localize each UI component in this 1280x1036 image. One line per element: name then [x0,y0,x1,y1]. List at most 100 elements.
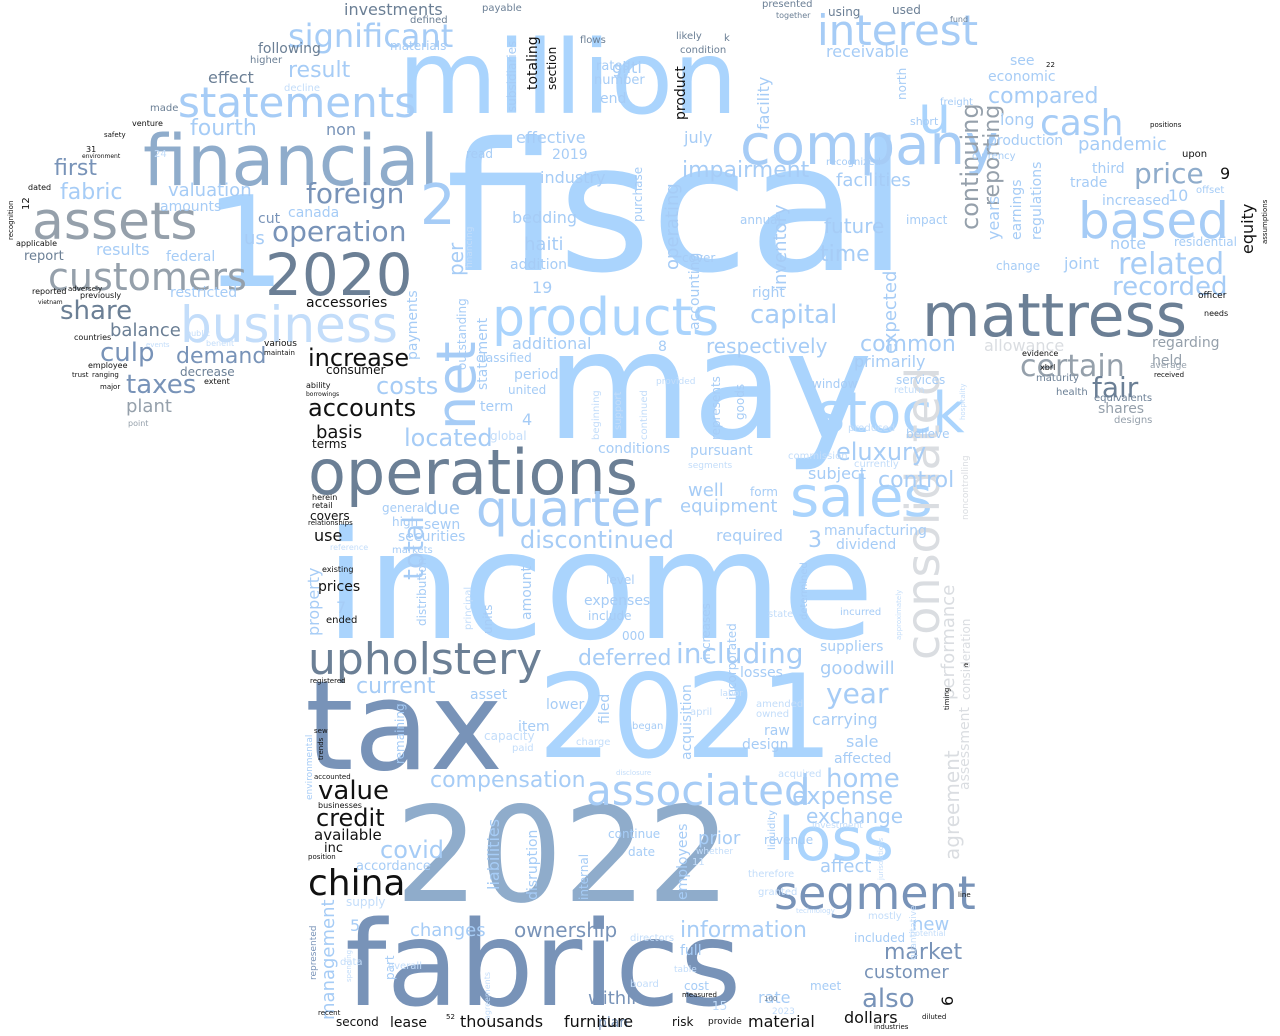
word: ability [306,381,331,390]
word: sewn [424,517,461,533]
word: operation [272,215,407,248]
word: commission [788,451,848,462]
word: granted [758,887,798,898]
word: loss [778,805,894,875]
word: relationships [308,519,353,527]
word: reported [32,287,67,296]
word: cost [684,979,709,993]
word: including [676,637,804,670]
word: certain [1020,349,1125,384]
word: assets [32,192,198,252]
word: time [820,242,870,267]
word: applicable [16,239,58,248]
word: securities [398,529,466,545]
word: recognized [826,157,881,168]
word: produced [848,423,896,434]
word: dated [28,183,52,192]
word: e [964,661,969,669]
word: registered [310,677,346,685]
word: significant [288,17,454,55]
word: payments [405,290,421,360]
word: discontinued [520,526,674,554]
word: see [1010,53,1035,69]
word: current [356,674,436,699]
word: suppliers [820,639,884,655]
word: operations [308,436,638,509]
word: rate [758,988,791,1007]
word: acquired [778,769,822,780]
word: compared [988,84,1099,109]
word: third [1092,161,1125,177]
word: supply [346,895,386,909]
word: expense [792,782,894,810]
word: report [24,249,64,264]
word: furniture [564,1012,634,1031]
word: principal [463,586,474,630]
word: sales [790,465,933,530]
word: 24 [154,149,167,160]
word: labor [720,689,743,699]
word: employees [675,823,691,900]
word: culp [100,338,155,368]
word: likely [676,31,702,42]
word: property [304,567,323,637]
word: evidence [1022,349,1059,358]
word: common [860,332,956,357]
word: tax [305,655,503,799]
word: products [492,288,720,348]
word: owned [756,709,790,720]
word: offset [1196,185,1225,196]
word: date [628,845,656,859]
word: affected [834,751,892,767]
word: continuing [956,103,984,230]
word: approximately [895,589,903,640]
word: section [545,46,559,90]
word: liquidity [767,810,778,850]
word: industry [540,168,606,187]
word: consideration [959,618,973,700]
word: continue [608,827,661,841]
word: plant [126,396,172,417]
word: second [336,1015,379,1029]
word: carrying [812,710,878,729]
word: consumer [326,363,386,377]
word: defined [410,15,448,26]
word: 9 [1220,164,1231,183]
word: whether [696,847,734,857]
word: financial [143,120,439,202]
word: rates [596,59,630,74]
word: dollars [844,1008,898,1027]
word: non [326,120,357,139]
word: 2 [420,173,456,238]
word: 52 [446,1013,455,1021]
word: filed [597,693,613,724]
word: fiscal [446,105,908,312]
word: charge [576,737,611,748]
word: potential [910,929,946,938]
word: countries [74,333,112,342]
word: employee [88,361,128,370]
word: us [244,228,265,249]
word: statements [178,78,417,127]
word: 2022 [395,779,731,933]
word: united [508,383,547,397]
word: purchase [631,166,645,222]
word: thousands [460,1012,544,1031]
word: residential [1174,235,1237,249]
word: eluxury [836,438,927,466]
word: designs [1114,415,1153,426]
word: subsidiaries [505,40,519,112]
word: short [910,115,939,128]
word: distribution [415,557,429,626]
word: data [340,957,363,968]
word: 19 [532,278,553,297]
word: global [490,429,527,443]
word: hospitality [959,383,967,420]
word: presented [762,0,813,10]
word: regulations [1029,161,1045,240]
word: events [146,341,170,349]
word: performance [938,584,959,700]
word: haiti [524,234,564,255]
word: remaining [393,703,407,764]
word: board [630,979,659,990]
